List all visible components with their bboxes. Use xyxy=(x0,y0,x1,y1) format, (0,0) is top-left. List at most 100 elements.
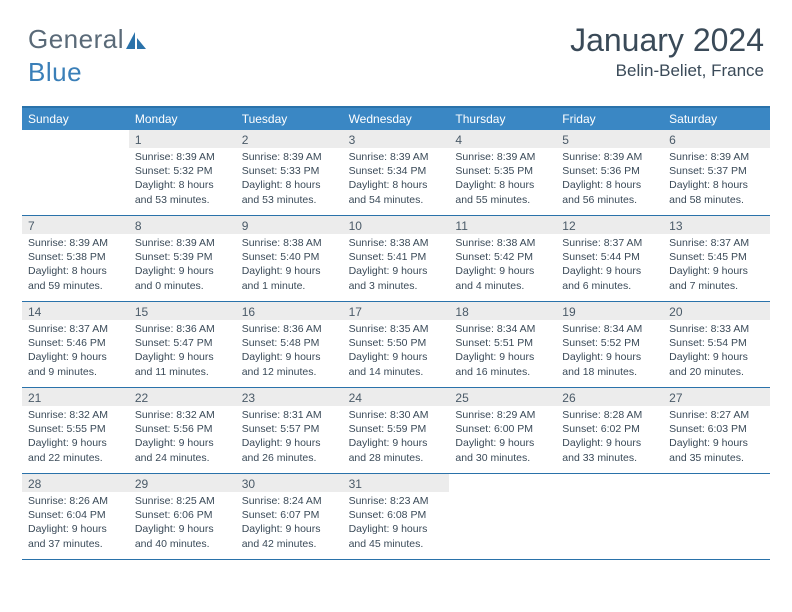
day-number: 1 xyxy=(129,130,236,148)
day-info: Sunrise: 8:39 AMSunset: 5:37 PMDaylight:… xyxy=(663,148,770,213)
daylight2-text: and 4 minutes. xyxy=(455,279,550,293)
day-info: Sunrise: 8:29 AMSunset: 6:00 PMDaylight:… xyxy=(449,406,556,471)
sunrise-text: Sunrise: 8:32 AM xyxy=(135,408,230,422)
day-info: Sunrise: 8:34 AMSunset: 5:52 PMDaylight:… xyxy=(556,320,663,385)
daylight1-text: Daylight: 8 hours xyxy=(562,178,657,192)
day-number: 26 xyxy=(556,388,663,406)
brand-part2: Blue xyxy=(28,57,82,87)
daylight2-text: and 20 minutes. xyxy=(669,365,764,379)
sunrise-text: Sunrise: 8:38 AM xyxy=(242,236,337,250)
sunrise-text: Sunrise: 8:39 AM xyxy=(562,150,657,164)
day-info: Sunrise: 8:35 AMSunset: 5:50 PMDaylight:… xyxy=(343,320,450,385)
daylight2-text: and 53 minutes. xyxy=(135,193,230,207)
day-info: Sunrise: 8:32 AMSunset: 5:56 PMDaylight:… xyxy=(129,406,236,471)
daylight1-text: Daylight: 9 hours xyxy=(242,350,337,364)
daylight2-text: and 24 minutes. xyxy=(135,451,230,465)
day-info: Sunrise: 8:37 AMSunset: 5:45 PMDaylight:… xyxy=(663,234,770,299)
weekday-header: Friday xyxy=(556,108,663,130)
calendar-cell: 24Sunrise: 8:30 AMSunset: 5:59 PMDayligh… xyxy=(343,388,450,474)
sunset-text: Sunset: 5:42 PM xyxy=(455,250,550,264)
sunrise-text: Sunrise: 8:39 AM xyxy=(28,236,123,250)
day-info: Sunrise: 8:38 AMSunset: 5:42 PMDaylight:… xyxy=(449,234,556,299)
daylight2-text: and 0 minutes. xyxy=(135,279,230,293)
calendar-cell: 11Sunrise: 8:38 AMSunset: 5:42 PMDayligh… xyxy=(449,216,556,302)
day-info: Sunrise: 8:34 AMSunset: 5:51 PMDaylight:… xyxy=(449,320,556,385)
sunset-text: Sunset: 5:32 PM xyxy=(135,164,230,178)
daylight1-text: Daylight: 9 hours xyxy=(669,264,764,278)
day-number: 8 xyxy=(129,216,236,234)
weekday-header: Tuesday xyxy=(236,108,343,130)
calendar-cell: 30Sunrise: 8:24 AMSunset: 6:07 PMDayligh… xyxy=(236,474,343,560)
day-info: Sunrise: 8:24 AMSunset: 6:07 PMDaylight:… xyxy=(236,492,343,557)
day-number: 17 xyxy=(343,302,450,320)
day-info: Sunrise: 8:28 AMSunset: 6:02 PMDaylight:… xyxy=(556,406,663,471)
daylight1-text: Daylight: 9 hours xyxy=(135,350,230,364)
sunset-text: Sunset: 6:02 PM xyxy=(562,422,657,436)
sunset-text: Sunset: 5:45 PM xyxy=(669,250,764,264)
daylight2-text: and 3 minutes. xyxy=(349,279,444,293)
sunset-text: Sunset: 5:56 PM xyxy=(135,422,230,436)
calendar-cell: 9Sunrise: 8:38 AMSunset: 5:40 PMDaylight… xyxy=(236,216,343,302)
brand-logo: General Blue xyxy=(28,24,146,88)
calendar-cell: 25Sunrise: 8:29 AMSunset: 6:00 PMDayligh… xyxy=(449,388,556,474)
day-number: 12 xyxy=(556,216,663,234)
daylight2-text: and 11 minutes. xyxy=(135,365,230,379)
daylight1-text: Daylight: 9 hours xyxy=(562,436,657,450)
day-number: 6 xyxy=(663,130,770,148)
sunset-text: Sunset: 6:00 PM xyxy=(455,422,550,436)
sunrise-text: Sunrise: 8:39 AM xyxy=(455,150,550,164)
day-info: Sunrise: 8:27 AMSunset: 6:03 PMDaylight:… xyxy=(663,406,770,471)
sunset-text: Sunset: 5:52 PM xyxy=(562,336,657,350)
sunset-text: Sunset: 6:03 PM xyxy=(669,422,764,436)
sunset-text: Sunset: 5:47 PM xyxy=(135,336,230,350)
sunset-text: Sunset: 6:04 PM xyxy=(28,508,123,522)
daylight2-text: and 58 minutes. xyxy=(669,193,764,207)
daylight1-text: Daylight: 9 hours xyxy=(669,436,764,450)
day-info: Sunrise: 8:37 AMSunset: 5:44 PMDaylight:… xyxy=(556,234,663,299)
day-number: 30 xyxy=(236,474,343,492)
calendar-cell: 20Sunrise: 8:33 AMSunset: 5:54 PMDayligh… xyxy=(663,302,770,388)
day-info: Sunrise: 8:31 AMSunset: 5:57 PMDaylight:… xyxy=(236,406,343,471)
sunrise-text: Sunrise: 8:28 AM xyxy=(562,408,657,422)
day-info: Sunrise: 8:36 AMSunset: 5:48 PMDaylight:… xyxy=(236,320,343,385)
calendar-cell xyxy=(22,130,129,216)
sunrise-text: Sunrise: 8:27 AM xyxy=(669,408,764,422)
daylight1-text: Daylight: 8 hours xyxy=(669,178,764,192)
sunrise-text: Sunrise: 8:33 AM xyxy=(669,322,764,336)
page-header: January 2024 Belin-Beliet, France xyxy=(570,22,764,81)
calendar-cell: 29Sunrise: 8:25 AMSunset: 6:06 PMDayligh… xyxy=(129,474,236,560)
daylight2-text: and 42 minutes. xyxy=(242,537,337,551)
calendar-cell: 12Sunrise: 8:37 AMSunset: 5:44 PMDayligh… xyxy=(556,216,663,302)
daylight2-text: and 7 minutes. xyxy=(669,279,764,293)
day-number: 29 xyxy=(129,474,236,492)
day-info: Sunrise: 8:39 AMSunset: 5:33 PMDaylight:… xyxy=(236,148,343,213)
day-number: 20 xyxy=(663,302,770,320)
sunset-text: Sunset: 5:48 PM xyxy=(242,336,337,350)
sunrise-text: Sunrise: 8:37 AM xyxy=(562,236,657,250)
day-number: 11 xyxy=(449,216,556,234)
day-number: 23 xyxy=(236,388,343,406)
day-number: 21 xyxy=(22,388,129,406)
sunrise-text: Sunrise: 8:30 AM xyxy=(349,408,444,422)
day-number: 28 xyxy=(22,474,129,492)
calendar-cell: 2Sunrise: 8:39 AMSunset: 5:33 PMDaylight… xyxy=(236,130,343,216)
daylight2-text: and 30 minutes. xyxy=(455,451,550,465)
daylight1-text: Daylight: 8 hours xyxy=(242,178,337,192)
weekday-header: Saturday xyxy=(663,108,770,130)
calendar-cell: 31Sunrise: 8:23 AMSunset: 6:08 PMDayligh… xyxy=(343,474,450,560)
day-info: Sunrise: 8:30 AMSunset: 5:59 PMDaylight:… xyxy=(343,406,450,471)
day-number: 19 xyxy=(556,302,663,320)
daylight2-text: and 54 minutes. xyxy=(349,193,444,207)
daylight2-text: and 1 minute. xyxy=(242,279,337,293)
day-number: 9 xyxy=(236,216,343,234)
sail-icon xyxy=(126,26,146,57)
calendar-cell: 18Sunrise: 8:34 AMSunset: 5:51 PMDayligh… xyxy=(449,302,556,388)
sunrise-text: Sunrise: 8:39 AM xyxy=(135,150,230,164)
calendar-grid: SundayMondayTuesdayWednesdayThursdayFrid… xyxy=(22,106,770,560)
sunset-text: Sunset: 6:06 PM xyxy=(135,508,230,522)
sunset-text: Sunset: 5:38 PM xyxy=(28,250,123,264)
calendar-cell: 8Sunrise: 8:39 AMSunset: 5:39 PMDaylight… xyxy=(129,216,236,302)
sunset-text: Sunset: 5:54 PM xyxy=(669,336,764,350)
calendar-cell: 22Sunrise: 8:32 AMSunset: 5:56 PMDayligh… xyxy=(129,388,236,474)
day-number: 7 xyxy=(22,216,129,234)
